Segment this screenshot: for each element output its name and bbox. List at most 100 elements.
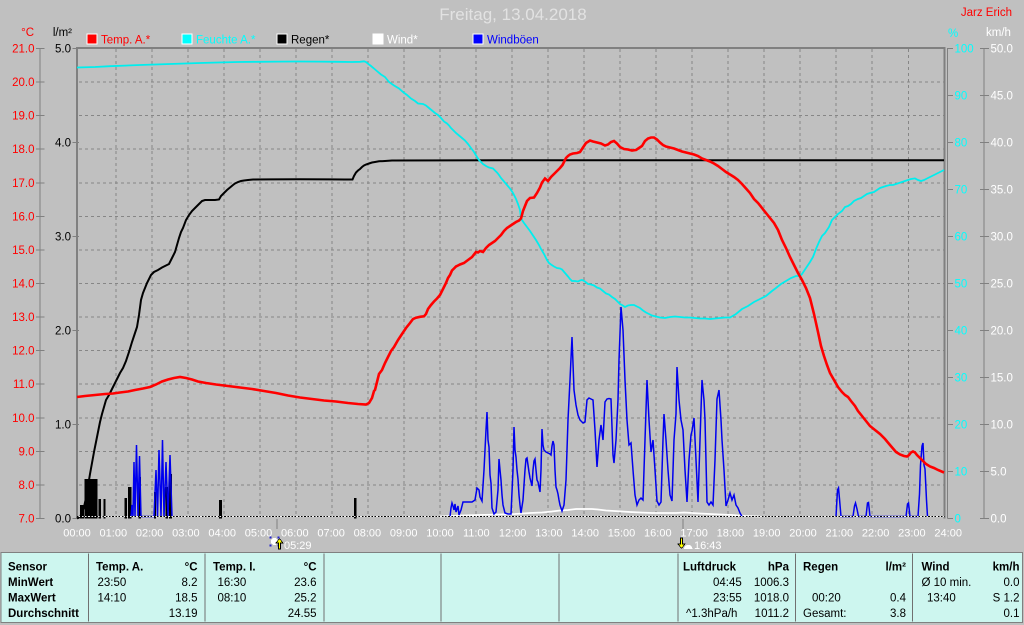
svg-text:2.0: 2.0 (55, 326, 71, 338)
svg-text:08:10: 08:10 (218, 593, 247, 605)
svg-text:Durchschnitt: Durchschnitt (8, 608, 79, 620)
svg-text:00:20: 00:20 (812, 593, 841, 605)
svg-text:Jarz Erich: Jarz Erich (961, 7, 1012, 19)
svg-text:^1.3hPa/h: ^1.3hPa/h (686, 608, 737, 620)
svg-text:04:00: 04:00 (208, 528, 236, 540)
svg-text:11.0: 11.0 (13, 379, 35, 391)
svg-text:21:00: 21:00 (826, 528, 854, 540)
svg-text:23:00: 23:00 (898, 528, 926, 540)
svg-text:09:00: 09:00 (390, 528, 418, 540)
svg-text:24.55: 24.55 (288, 608, 317, 620)
svg-text:14:00: 14:00 (571, 528, 599, 540)
svg-text:23:55: 23:55 (713, 593, 742, 605)
svg-text:05:29: 05:29 (284, 540, 312, 552)
svg-text:01:00: 01:00 (100, 528, 128, 540)
svg-text:19:00: 19:00 (753, 528, 781, 540)
svg-text:18.5: 18.5 (175, 593, 197, 605)
svg-text:Luftdruck: Luftdruck (683, 562, 737, 574)
svg-text:20.0: 20.0 (991, 326, 1013, 338)
svg-text:50: 50 (955, 279, 968, 291)
svg-text:60: 60 (955, 232, 968, 244)
svg-text:18:00: 18:00 (717, 528, 745, 540)
svg-text:3.0: 3.0 (55, 232, 71, 244)
svg-text:10.0: 10.0 (991, 420, 1013, 432)
svg-text:80: 80 (955, 138, 968, 150)
svg-text:06:00: 06:00 (281, 528, 309, 540)
svg-text:16:43: 16:43 (694, 540, 722, 552)
svg-text:13:40: 13:40 (927, 593, 956, 605)
svg-text:0.0: 0.0 (991, 514, 1007, 526)
svg-text:km/h: km/h (993, 562, 1020, 574)
svg-text:l/m²: l/m² (53, 27, 72, 39)
svg-text:1011.2: 1011.2 (755, 608, 789, 620)
svg-text:km/h: km/h (986, 27, 1011, 39)
svg-text:13:00: 13:00 (535, 528, 563, 540)
svg-text:00:00: 00:00 (63, 528, 91, 540)
svg-text:0: 0 (955, 514, 961, 526)
svg-text:50.0: 50.0 (991, 44, 1013, 56)
svg-text:20: 20 (955, 420, 968, 432)
svg-text:°C: °C (304, 562, 317, 574)
svg-text:Temp. A.: Temp. A. (96, 562, 143, 574)
svg-text:S 1.2: S 1.2 (993, 593, 1020, 605)
svg-text:°C: °C (185, 562, 198, 574)
svg-text:5.0: 5.0 (55, 44, 71, 56)
svg-text:10.0: 10.0 (12, 413, 34, 425)
svg-text:Sensor: Sensor (8, 562, 48, 574)
svg-text:15.0: 15.0 (12, 245, 34, 257)
svg-text:19.0: 19.0 (12, 111, 34, 123)
svg-text:Freitag, 13.04.2018: Freitag, 13.04.2018 (439, 5, 586, 24)
svg-text:16.0: 16.0 (12, 211, 34, 223)
svg-text:12:00: 12:00 (499, 528, 527, 540)
svg-text:04:45: 04:45 (713, 577, 742, 589)
svg-text:14:10: 14:10 (98, 593, 127, 605)
svg-text:45.0: 45.0 (991, 91, 1013, 103)
svg-text:24:00: 24:00 (934, 528, 962, 540)
svg-text:°C: °C (21, 27, 34, 39)
svg-text:16:00: 16:00 (644, 528, 672, 540)
svg-text:40: 40 (955, 326, 968, 338)
svg-text:0.4: 0.4 (890, 593, 907, 605)
svg-text:20:00: 20:00 (789, 528, 817, 540)
svg-text:02:00: 02:00 (136, 528, 164, 540)
svg-text:100: 100 (955, 44, 974, 56)
svg-text:0.0: 0.0 (55, 514, 71, 526)
svg-text:12.0: 12.0 (12, 346, 34, 358)
svg-text:0.0: 0.0 (1004, 577, 1020, 589)
svg-text:30: 30 (955, 373, 968, 385)
svg-text:03:00: 03:00 (172, 528, 200, 540)
svg-text:%: % (948, 28, 958, 40)
svg-text:20.0: 20.0 (12, 77, 34, 89)
svg-text:hPa: hPa (768, 562, 790, 574)
svg-text:Wind*: Wind* (387, 35, 418, 47)
svg-text:0.1: 0.1 (1004, 608, 1020, 620)
svg-text:13.0: 13.0 (12, 312, 34, 324)
svg-text:14.0: 14.0 (12, 279, 34, 291)
svg-text:Windböen: Windböen (487, 35, 539, 47)
svg-text:Gesamt:: Gesamt: (803, 608, 846, 620)
svg-text:1.0: 1.0 (55, 420, 71, 432)
svg-text:Wind: Wind (922, 562, 950, 574)
svg-text:07:00: 07:00 (317, 528, 345, 540)
svg-text:25.0: 25.0 (991, 279, 1013, 291)
svg-text:90: 90 (955, 91, 968, 103)
svg-text:8.2: 8.2 (182, 577, 198, 589)
svg-text:Temp. A.*: Temp. A.* (101, 35, 151, 47)
svg-text:9.0: 9.0 (19, 446, 35, 458)
svg-text:5.0: 5.0 (991, 467, 1007, 479)
svg-text:17:00: 17:00 (680, 528, 708, 540)
svg-text:23.6: 23.6 (294, 577, 316, 589)
svg-text:Ø 10 min.: Ø 10 min. (922, 577, 972, 589)
svg-text:1006.3: 1006.3 (754, 577, 789, 589)
svg-text:MinWert: MinWert (8, 577, 53, 589)
svg-text:11:00: 11:00 (463, 528, 490, 540)
svg-text:Regen: Regen (803, 562, 838, 574)
svg-text:23:50: 23:50 (98, 577, 127, 589)
svg-text:18.0: 18.0 (12, 144, 34, 156)
svg-text:8.0: 8.0 (19, 480, 35, 492)
svg-text:10:00: 10:00 (426, 528, 454, 540)
svg-text:1018.0: 1018.0 (754, 593, 789, 605)
svg-text:Regen*: Regen* (291, 35, 330, 47)
svg-text:15.0: 15.0 (991, 373, 1013, 385)
svg-text:70: 70 (955, 185, 968, 197)
